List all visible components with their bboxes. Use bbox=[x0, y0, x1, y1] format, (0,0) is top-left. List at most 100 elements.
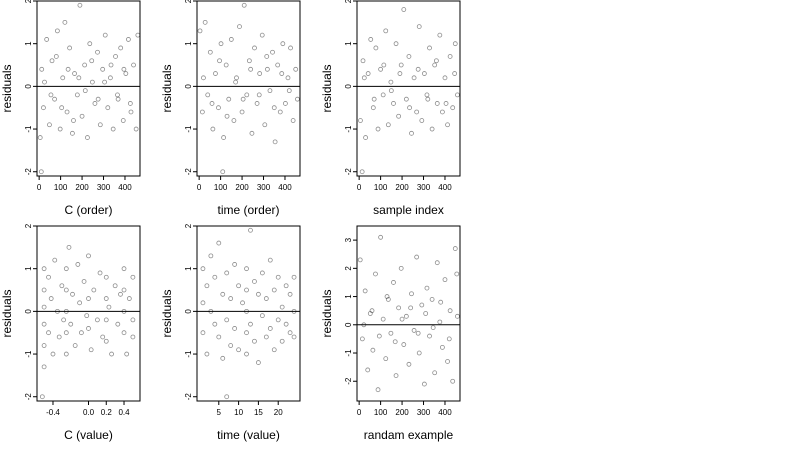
y-tick-label: 2 bbox=[184, 0, 193, 3]
data-point bbox=[246, 58, 252, 64]
residual-panel-5: 5 10 15 20 -2 -1 0 1 2 time (value) residuals bbox=[160, 223, 301, 442]
data-point bbox=[288, 45, 293, 51]
x-tick-label: 0 bbox=[37, 183, 42, 192]
data-point bbox=[216, 105, 221, 111]
data-point bbox=[79, 113, 85, 119]
data-point bbox=[264, 66, 270, 72]
data-point bbox=[293, 66, 299, 72]
data-point bbox=[228, 37, 234, 42]
y-tick-label: 1 bbox=[344, 41, 353, 46]
data-point bbox=[236, 347, 241, 353]
data-point bbox=[411, 328, 417, 333]
data-point bbox=[218, 41, 224, 47]
data-point bbox=[102, 32, 108, 38]
data-point bbox=[450, 378, 456, 384]
data-point bbox=[385, 122, 391, 128]
data-point bbox=[438, 299, 444, 305]
data-point bbox=[216, 334, 222, 340]
data-point bbox=[450, 105, 456, 111]
data-point bbox=[210, 126, 216, 132]
data-point bbox=[455, 313, 460, 319]
data-point bbox=[239, 109, 245, 115]
data-point bbox=[248, 321, 253, 327]
data-point bbox=[277, 109, 283, 115]
data-point bbox=[257, 71, 263, 76]
data-point bbox=[396, 113, 402, 119]
data-point bbox=[228, 296, 234, 301]
data-point bbox=[63, 287, 69, 293]
data-point bbox=[403, 96, 409, 102]
data-point bbox=[259, 32, 265, 38]
data-point bbox=[52, 257, 58, 263]
data-point bbox=[285, 75, 291, 81]
data-point bbox=[197, 28, 203, 34]
data-point bbox=[454, 271, 460, 277]
data-point bbox=[118, 291, 123, 297]
data-point bbox=[41, 304, 47, 310]
data-point bbox=[443, 101, 449, 106]
data-point bbox=[445, 122, 450, 128]
data-point bbox=[279, 304, 285, 310]
data-point bbox=[231, 118, 237, 123]
data-point bbox=[391, 101, 396, 106]
data-point bbox=[429, 126, 435, 132]
y-tick-label: 0 bbox=[344, 322, 353, 327]
data-point bbox=[236, 283, 241, 289]
data-point bbox=[224, 317, 230, 323]
data-point bbox=[82, 88, 88, 94]
data-point bbox=[232, 262, 238, 267]
data-point bbox=[414, 254, 420, 260]
data-point bbox=[103, 274, 109, 280]
x-tick-label: 10 bbox=[234, 408, 243, 417]
data-point bbox=[411, 75, 417, 81]
data-point bbox=[361, 75, 367, 81]
y-tick-label: 3 bbox=[344, 237, 353, 242]
x-tick-label: 20 bbox=[274, 408, 283, 417]
data-point bbox=[358, 118, 363, 123]
data-point bbox=[41, 105, 46, 111]
data-point bbox=[48, 296, 54, 301]
data-point bbox=[232, 326, 238, 331]
data-point bbox=[433, 58, 439, 64]
x-tick-label: 100 bbox=[214, 183, 228, 192]
data-point bbox=[94, 317, 100, 323]
data-point bbox=[65, 66, 71, 72]
y-tick-label: 1 bbox=[24, 41, 33, 46]
data-point bbox=[256, 360, 261, 365]
data-point bbox=[228, 343, 234, 348]
data-point bbox=[82, 62, 88, 68]
data-point bbox=[202, 19, 208, 25]
data-point bbox=[252, 338, 257, 344]
data-point bbox=[409, 130, 414, 136]
data-point bbox=[283, 101, 288, 106]
data-point bbox=[383, 356, 389, 362]
data-point bbox=[427, 333, 432, 339]
data-point bbox=[220, 355, 226, 361]
data-point bbox=[270, 49, 275, 55]
x-tick-label: 300 bbox=[417, 408, 431, 417]
x-tick-label: 100 bbox=[374, 183, 388, 192]
data-point bbox=[121, 266, 127, 272]
data-point bbox=[115, 96, 121, 102]
data-point bbox=[381, 62, 387, 68]
y-tick-label: 0 bbox=[344, 84, 353, 89]
x-tick-label: 200 bbox=[75, 183, 89, 192]
data-point bbox=[103, 338, 109, 344]
y-tick-label: 0 bbox=[184, 309, 193, 314]
data-point bbox=[283, 283, 289, 289]
data-point bbox=[432, 370, 438, 376]
data-point bbox=[271, 347, 277, 353]
data-point bbox=[252, 45, 257, 51]
data-point bbox=[397, 71, 403, 76]
data-point bbox=[109, 351, 114, 357]
data-point bbox=[244, 330, 249, 336]
data-point bbox=[39, 66, 45, 72]
data-point bbox=[70, 291, 75, 297]
data-point bbox=[212, 321, 218, 327]
data-point bbox=[212, 274, 218, 280]
data-point bbox=[264, 54, 270, 59]
data-point bbox=[224, 270, 230, 276]
residual-panel-2: 0 100 200 300 400 -2 -1 0 1 2 time (order) residual… bbox=[160, 0, 301, 217]
data-point bbox=[447, 54, 453, 59]
